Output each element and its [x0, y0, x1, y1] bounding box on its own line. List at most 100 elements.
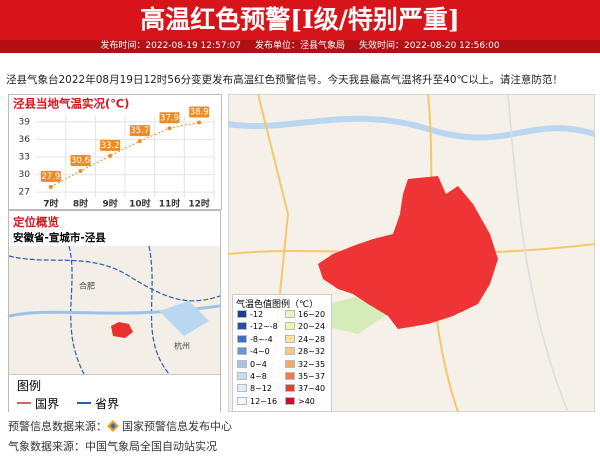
- legend-item: 20~24: [285, 322, 325, 331]
- legend-item: 37~40: [285, 384, 325, 393]
- legend-item: 32~35: [285, 359, 326, 369]
- legend-item: -12~-8: [237, 322, 278, 331]
- legend-item: 0~4: [237, 359, 267, 369]
- legend-swatch: [77, 402, 92, 404]
- legend-item: >40: [285, 396, 315, 406]
- label-box: [100, 139, 121, 151]
- data-label: 38.9: [190, 107, 209, 117]
- legend-item: 国界: [17, 395, 59, 412]
- label-box: [70, 155, 91, 167]
- data-label: 37.9: [160, 113, 179, 123]
- point: [137, 139, 142, 144]
- label-box: [40, 170, 61, 182]
- legend-swatch: [285, 396, 295, 405]
- legend-item: -8~-4: [237, 334, 273, 344]
- legend-label: 32~35: [298, 359, 326, 369]
- temp-legend: 气温色值图例（℃） -12 -12~-8 -8~-4 -4~0 0~4 4~8 8~12 12…: [232, 294, 332, 412]
- warning-area: [318, 176, 498, 329]
- legend-item: 8~12: [237, 384, 272, 393]
- location-panel: 定位概览 安徽省-宣城市-泾县 合肥 杭州 图例 国界 省界: [8, 210, 221, 412]
- label-box: [129, 125, 150, 137]
- legend-label: -12~-8: [250, 322, 278, 332]
- legend-swatch: [237, 372, 247, 380]
- legend-label: 35~37: [298, 372, 326, 381]
- point: [78, 169, 83, 174]
- warning-center: 国家预警信息发布中心: [122, 420, 232, 433]
- legend-label: 20~24: [298, 322, 326, 332]
- legend-label: 8~12: [250, 384, 272, 394]
- x-tick-label: 10时: [129, 198, 151, 210]
- temperature-chart: 泾县当地气温实况(℃) 27 30 33 36 39 7时 8时 9时 10时 11时 12时 27.…: [8, 94, 222, 210]
- temp-line: [50, 121, 200, 188]
- legend-swatch: [285, 372, 295, 380]
- description: 泾县气象台2022年08月19日12时56分变更发布高温红色预警信号。今天我县最…: [6, 74, 563, 86]
- chart-title: 泾县当地气温实况(℃): [13, 97, 129, 111]
- y-tick-label: 33: [19, 153, 30, 163]
- data-label: 30.6: [71, 156, 90, 166]
- expire-time: 失效时间：2022-08-20 12:56:00: [359, 41, 500, 51]
- legend-item: 28~32: [285, 347, 325, 356]
- legend-item: -4~0: [237, 347, 270, 356]
- legend-label: 省界: [95, 397, 120, 411]
- point: [197, 120, 202, 125]
- y-tick-label: 30: [19, 170, 31, 180]
- warning-source: 预警信息数据来源：: [8, 420, 107, 433]
- legend-label: -8~-4: [250, 334, 273, 344]
- x-tick-label: 8时: [73, 198, 88, 210]
- map-label: 合肥: [79, 281, 95, 291]
- label-box: [159, 112, 180, 124]
- map-label: 杭州: [174, 341, 190, 351]
- legend-item: 24~28: [285, 334, 326, 344]
- legend-label: 4~8: [250, 372, 267, 381]
- legend-swatch: [285, 384, 295, 393]
- legend-label: 0~4: [250, 359, 267, 369]
- legend-label: 国界: [35, 397, 60, 411]
- legend-swatch: [285, 310, 295, 318]
- legend-label: -4~0: [250, 347, 270, 357]
- data-label: 35.7: [130, 126, 149, 136]
- legend-swatch: [285, 347, 295, 356]
- legend-swatch: [237, 347, 247, 356]
- legend-swatch: [285, 322, 295, 331]
- x-tick-label: 12时: [188, 198, 210, 210]
- legend-title: 图例: [17, 379, 42, 393]
- location-path: 安徽省-宣城市-泾县: [13, 232, 106, 244]
- y-tick-label: 39: [19, 117, 31, 127]
- mini-map: 合肥 杭州: [9, 246, 220, 374]
- legend-label: >40: [298, 396, 315, 406]
- title: 高温红色预警[I级/特别严重]: [0, 0, 600, 40]
- panel: [8, 94, 222, 210]
- legend-item: 16~20: [285, 310, 325, 319]
- data-label: 27.9: [41, 172, 60, 182]
- location-title: 定位概览: [13, 215, 59, 229]
- y-tick-label: 27: [19, 188, 30, 198]
- legend-label: 24~28: [298, 334, 326, 344]
- legend-label: 12~16: [250, 396, 278, 406]
- legend-swatch: [237, 322, 247, 331]
- point: [167, 126, 172, 131]
- publish-time: 发布时间：2022-08-19 12:57:07: [100, 41, 241, 51]
- legend-item: -12: [237, 310, 263, 319]
- temp-legend-title: 气温色值图例（℃）: [236, 300, 319, 310]
- legend-label: 37~40: [298, 384, 326, 394]
- legend-swatch: [285, 359, 295, 368]
- legend-label: 28~32: [298, 347, 326, 357]
- x-tick-label: 9时: [103, 198, 118, 210]
- footer-line: 预警信息数据来源： 国家预警信息发布中心: [8, 418, 232, 434]
- map-legend: 图例 国界 省界: [9, 374, 220, 412]
- x-tick-label: 7时: [43, 198, 58, 210]
- legend-swatch: [17, 402, 31, 404]
- publisher: 发布单位：泾县气象局: [254, 41, 345, 51]
- legend-item: 35~37: [285, 372, 325, 381]
- legend-swatch: [237, 384, 247, 393]
- legend-swatch: [237, 334, 247, 343]
- legend-label: 16~20: [298, 310, 326, 319]
- weather-source: 气象数据来源：中国气象局全国自动站实况: [8, 440, 217, 453]
- meta: 发布时间：2022-08-19 12:57:07 发布单位：泾县气象局 失效时间：2…: [0, 40, 600, 53]
- legend-item: 12~16: [237, 396, 278, 406]
- point: [48, 184, 53, 189]
- main-map: [228, 94, 595, 412]
- legend-swatch: [237, 396, 247, 405]
- legend-item: 省界: [77, 395, 119, 412]
